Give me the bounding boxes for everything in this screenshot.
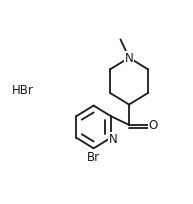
Text: N: N (125, 52, 133, 65)
Text: O: O (148, 119, 158, 132)
Text: Br: Br (87, 150, 100, 163)
Text: N: N (109, 133, 118, 145)
Text: HBr: HBr (12, 83, 34, 96)
